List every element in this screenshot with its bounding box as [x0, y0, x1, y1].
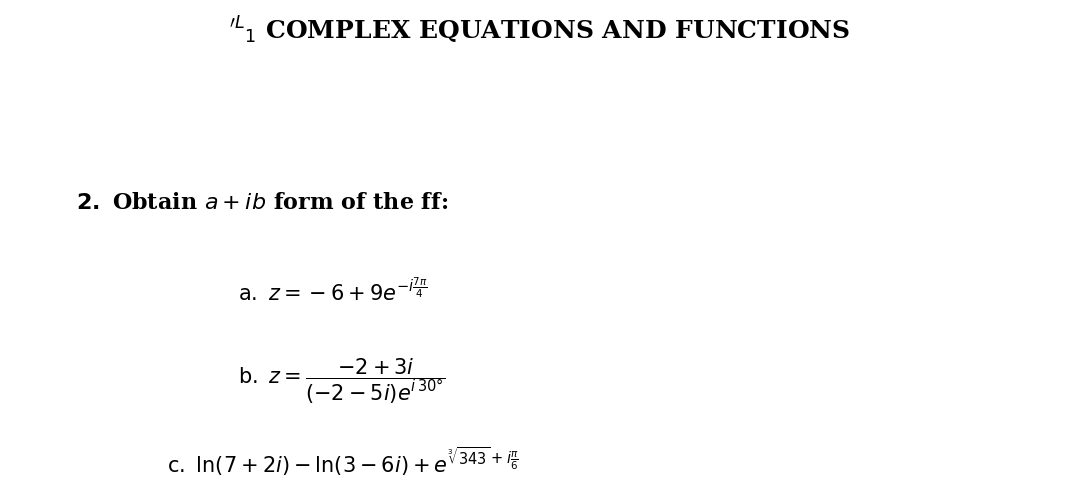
- Text: $\mathrm{a.}\ z = -6 + 9e^{-i\frac{7\pi}{4}}$: $\mathrm{a.}\ z = -6 + 9e^{-i\frac{7\pi}…: [238, 278, 428, 305]
- Text: $\mathrm{c.}\ \ln(7 + 2i) - \ln(3 - 6i) + e^{\sqrt[3]{343}+i\frac{\pi}{6}}$: $\mathrm{c.}\ \ln(7 + 2i) - \ln(3 - 6i) …: [167, 445, 519, 478]
- Text: $\mathrm{b.}\ z = \dfrac{-2+3i}{(-2-5i)e^{i\,30°}}$: $\mathrm{b.}\ z = \dfrac{-2+3i}{(-2-5i)e…: [238, 357, 445, 406]
- Text: $\mathbf{2.}$ Obtain $a + ib$ form of the ff:: $\mathbf{2.}$ Obtain $a + ib$ form of th…: [76, 192, 448, 214]
- Text: $^{\prime L}{}_{1}$ COMPLEX EQUATIONS AND FUNCTIONS: $^{\prime L}{}_{1}$ COMPLEX EQUATIONS AN…: [229, 14, 851, 46]
